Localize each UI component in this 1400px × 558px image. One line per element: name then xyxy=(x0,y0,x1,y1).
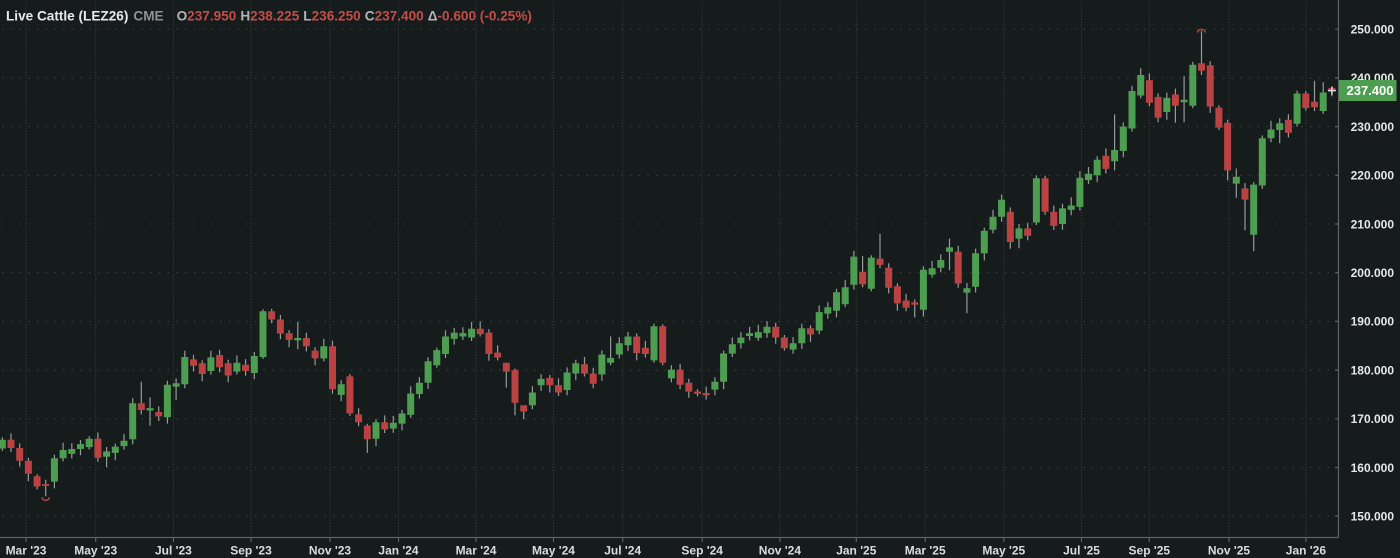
svg-text:May '23: May '23 xyxy=(74,544,117,558)
svg-text:Mar '23: Mar '23 xyxy=(6,544,47,558)
svg-text:Jan '26: Jan '26 xyxy=(1286,544,1327,558)
svg-text:160.000: 160.000 xyxy=(1351,461,1395,475)
svg-text:Jul '25: Jul '25 xyxy=(1063,544,1100,558)
svg-text:230.000: 230.000 xyxy=(1351,120,1395,134)
svg-text:210.000: 210.000 xyxy=(1351,217,1395,231)
svg-text:Jan '25: Jan '25 xyxy=(836,544,877,558)
svg-text:200.000: 200.000 xyxy=(1351,266,1395,280)
svg-text:Jan '24: Jan '24 xyxy=(378,544,419,558)
svg-text:170.000: 170.000 xyxy=(1351,412,1395,426)
svg-text:Sep '25: Sep '25 xyxy=(1129,544,1171,558)
svg-text:Mar '25: Mar '25 xyxy=(905,544,946,558)
svg-text:Mar '24: Mar '24 xyxy=(456,544,497,558)
svg-text:Nov '23: Nov '23 xyxy=(309,544,352,558)
svg-text:190.000: 190.000 xyxy=(1351,315,1395,329)
svg-text:May '24: May '24 xyxy=(532,544,575,558)
svg-text:250.000: 250.000 xyxy=(1351,23,1395,37)
svg-text:May '25: May '25 xyxy=(982,544,1025,558)
svg-text:Nov '25: Nov '25 xyxy=(1208,544,1251,558)
svg-text:Jul '23: Jul '23 xyxy=(155,544,192,558)
svg-text:Sep '23: Sep '23 xyxy=(230,544,272,558)
svg-text:Nov '24: Nov '24 xyxy=(759,544,802,558)
svg-text:Jul '24: Jul '24 xyxy=(604,544,641,558)
svg-text:180.000: 180.000 xyxy=(1351,363,1395,377)
svg-text:237.400: 237.400 xyxy=(1347,83,1394,98)
svg-text:150.000: 150.000 xyxy=(1351,510,1395,524)
svg-text:Sep '24: Sep '24 xyxy=(681,544,723,558)
svg-text:220.000: 220.000 xyxy=(1351,169,1395,183)
